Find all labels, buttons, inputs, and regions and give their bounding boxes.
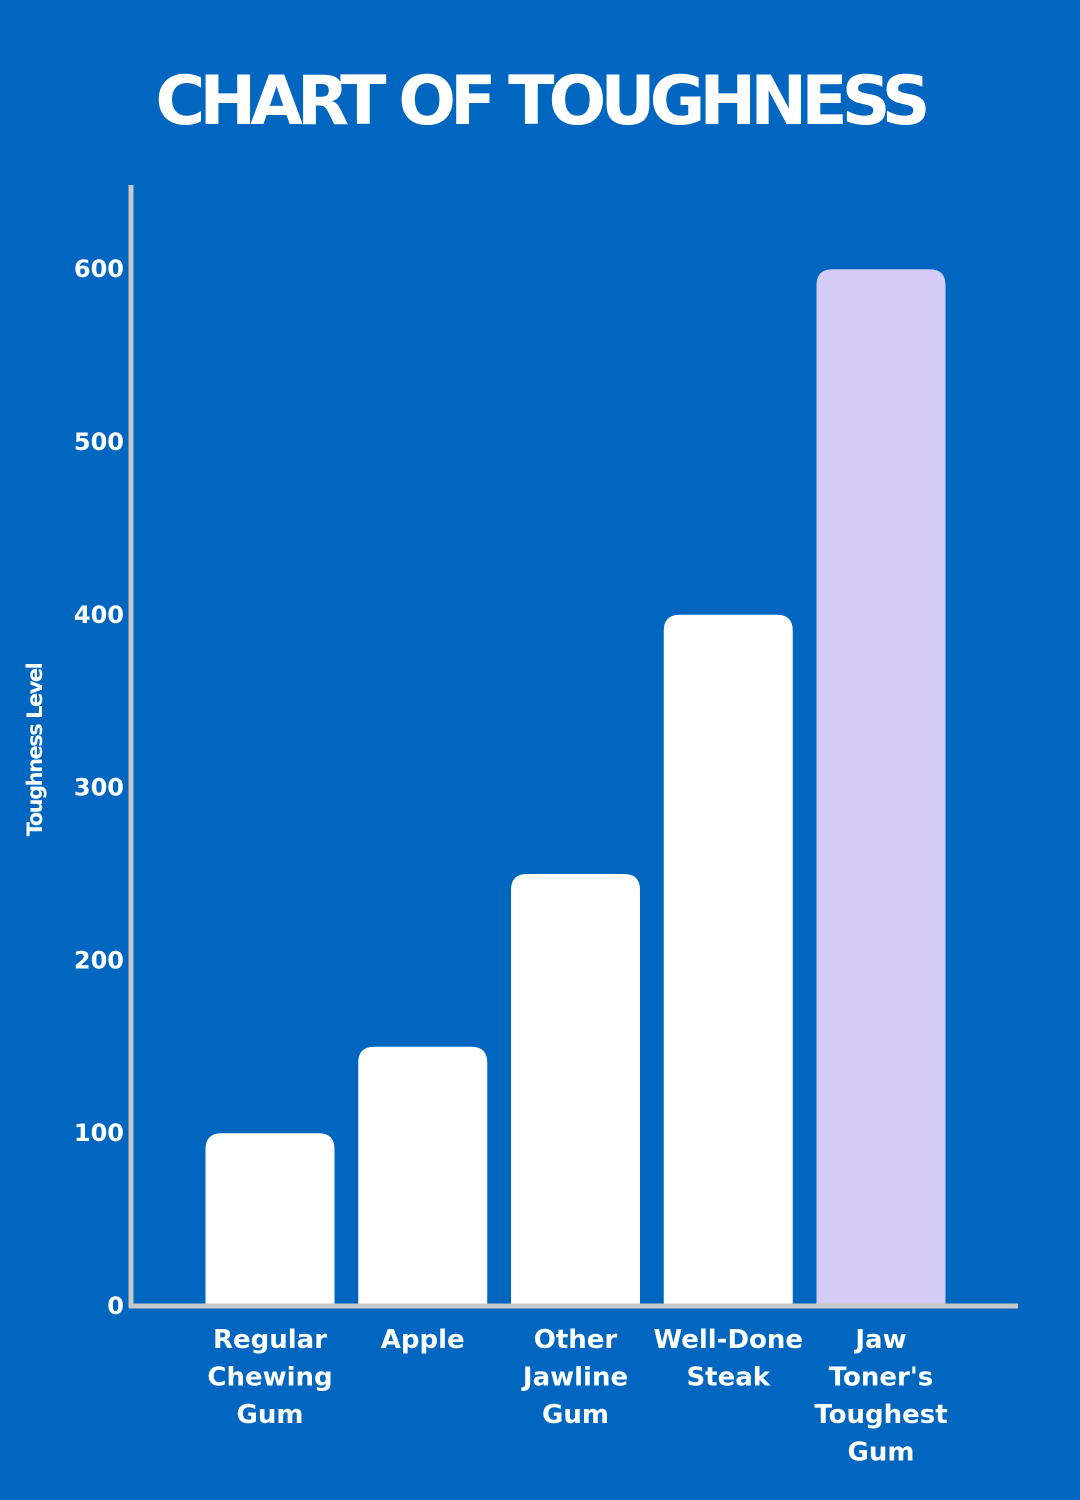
y-tick-label: 500 [74, 428, 124, 456]
x-tick-label: Well-Done Steak [653, 1325, 803, 1393]
x-tick-label-line: Toughest [814, 1400, 947, 1430]
x-tick-label-line: Other [534, 1325, 618, 1355]
x-tick-label-line: Regular [213, 1325, 327, 1355]
x-tick-label-line: Gum [848, 1438, 915, 1468]
y-tick-label: 400 [74, 601, 124, 629]
y-tick-label: 600 [74, 255, 124, 283]
x-tick-label-line: Jawline [521, 1363, 628, 1393]
x-tick-label-line: Apple [381, 1325, 465, 1355]
bar-0 [205, 1133, 335, 1306]
y-tick-label: 300 [74, 774, 124, 802]
bar-4 [816, 269, 946, 1307]
bar-2 [511, 874, 640, 1306]
bars [205, 269, 946, 1307]
category-labels: Regular Chewing Gum Apple Other Jawline Gum Wel… [207, 1325, 947, 1468]
y-tick-labels: 0 100 200 300 400 500 600 [74, 255, 124, 1320]
x-tick-label-line: Chewing [207, 1363, 332, 1393]
x-tick-label: Jaw Toner's Toughest Gum [814, 1325, 947, 1468]
x-tick-label-line: Gum [237, 1400, 304, 1430]
x-tick-label: Regular Chewing Gum [207, 1325, 332, 1430]
x-tick-label: Other Jawline Gum [521, 1325, 628, 1430]
bar-3 [663, 614, 793, 1306]
axes [128, 185, 1018, 1309]
x-tick-label-line: Well-Done [653, 1325, 803, 1355]
x-tick-label-line: Steak [686, 1363, 770, 1393]
y-tick-label: 200 [74, 946, 124, 974]
x-tick-label-line: Toner's [829, 1363, 934, 1393]
x-tick-label: Apple [381, 1325, 465, 1355]
x-tick-label-line: Jaw [853, 1325, 906, 1355]
y-tick-label: 0 [107, 1292, 124, 1320]
x-tick-label-line: Gum [542, 1400, 609, 1430]
chart-title: CHART OF TOUGHNESS [155, 62, 930, 141]
bar-1 [358, 1046, 488, 1306]
y-tick-label: 100 [74, 1119, 124, 1147]
